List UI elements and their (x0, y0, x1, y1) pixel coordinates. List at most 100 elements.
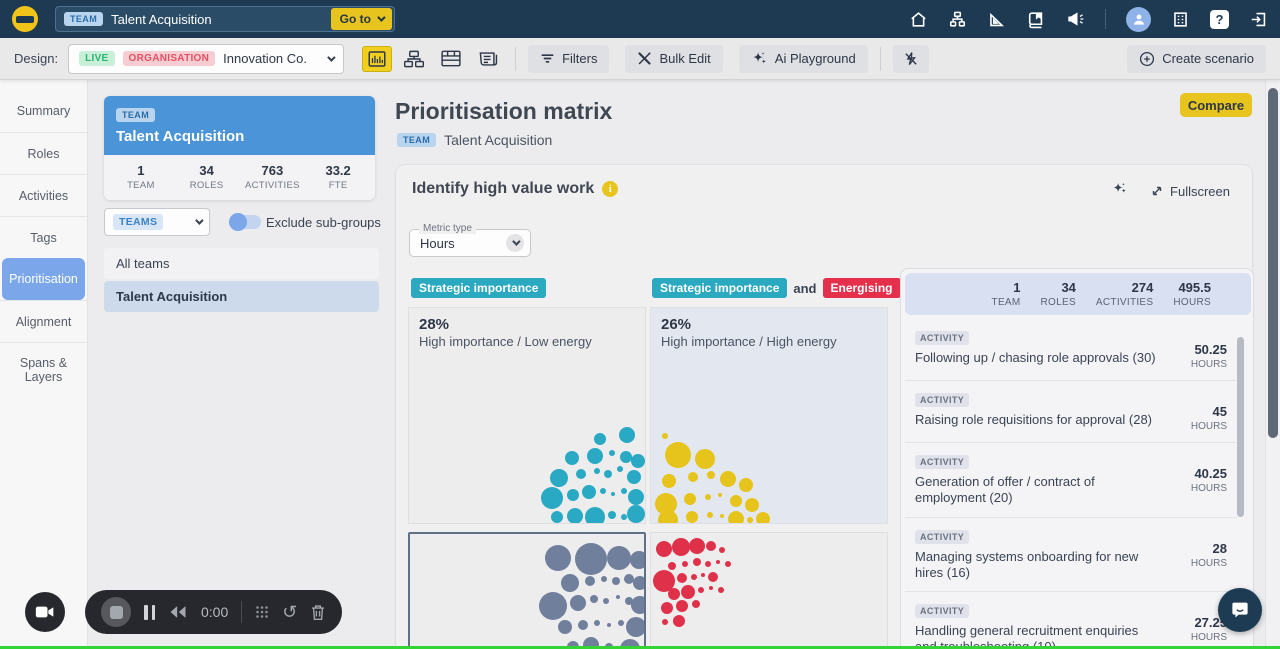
quadrant1-badges: Strategic importance (411, 278, 547, 298)
strategic-importance-badge: Strategic importance (411, 278, 547, 298)
quadrant-card-3[interactable] (408, 532, 646, 649)
strategic-importance-badge: Strategic importance (652, 278, 788, 298)
stop-recording-button[interactable] (101, 597, 131, 627)
team-list-item-talent-acquisition[interactable]: Talent Acquisition (104, 281, 379, 312)
bulk-edit-button[interactable]: Bulk Edit (625, 44, 723, 73)
delete-recording-button[interactable] (310, 604, 326, 621)
filters-button[interactable]: Filters (528, 44, 610, 73)
organisation-badge: ORGANISATION (122, 51, 216, 66)
sign-out-icon[interactable] (1249, 10, 1268, 29)
sparkles-icon[interactable] (1111, 180, 1128, 202)
nav-team-selector[interactable]: TEAM Talent Acquisition Go to (55, 6, 395, 32)
activity-row[interactable]: ACTIVITY Following up / chasing role appr… (905, 319, 1237, 381)
bubble-cluster (409, 308, 645, 523)
set-square-icon[interactable] (987, 10, 1006, 29)
activity-row[interactable]: ACTIVITY Raising role requisitions for ap… (905, 381, 1237, 443)
goto-button[interactable]: Go to (330, 8, 392, 30)
exclude-subgroups-toggle[interactable] (229, 213, 261, 231)
recorder-separator (241, 601, 243, 623)
activity-hours-value: 40.25 (1194, 466, 1227, 481)
info-icon[interactable]: i (602, 181, 619, 197)
team-card-name: Talent Acquisition (116, 128, 245, 145)
sitemap-icon[interactable] (948, 10, 967, 29)
activity-chip: ACTIVITY (915, 393, 970, 407)
toolbar-separator (515, 46, 517, 71)
sidebar-item-spans-layers[interactable]: Spans & Layers (0, 342, 87, 396)
user-avatar[interactable] (1126, 6, 1151, 32)
chart-view-button[interactable] (362, 45, 393, 72)
library-icon[interactable] (1026, 10, 1045, 29)
activity-name: Following up / chasing role approvals (3… (915, 350, 1156, 365)
team-card-header[interactable]: TEAM Talent Acquisition (104, 96, 375, 155)
video-camera-icon (35, 606, 54, 618)
organisation-icon[interactable] (1171, 10, 1190, 29)
help-icon[interactable]: ? (1210, 9, 1229, 29)
chevron-down-icon (195, 216, 204, 225)
disconnect-button[interactable] (892, 44, 929, 73)
live-badge: LIVE (79, 51, 115, 66)
stat-label: FTE (328, 180, 348, 191)
metric-value: Hours (420, 235, 455, 251)
organisation-select[interactable]: LIVE ORGANISATION Innovation Co. (68, 43, 345, 74)
page-scrollbar-track[interactable] (1265, 80, 1280, 649)
team-list-item-all-teams[interactable]: All teams (104, 248, 379, 279)
team-badge: TEAM (116, 108, 156, 122)
org-chart-view-button[interactable] (399, 46, 429, 72)
chevron-circle (506, 234, 524, 252)
table-view-button[interactable] (436, 46, 466, 72)
fullscreen-button[interactable]: Fullscreen (1150, 184, 1230, 199)
bubble-cluster (410, 534, 644, 649)
compare-button[interactable]: Compare (1180, 93, 1252, 117)
sidebar-item-tags[interactable]: Tags (0, 216, 87, 258)
sidebar-item-summary[interactable]: Summary (16, 104, 71, 118)
sidebar-item-activities[interactable]: Activities (0, 174, 87, 216)
activity-name: Managing systems onboarding for new hire… (915, 548, 1139, 580)
drag-handle-icon[interactable] (255, 605, 269, 619)
quadrant-caption: High importance / High energy (661, 334, 837, 349)
teams-filter-badge: TEAMS (113, 214, 164, 230)
sidebar-item-roles[interactable]: Roles (0, 132, 87, 174)
pause-recording-button[interactable] (144, 604, 155, 620)
page-subtitle: TEAM Talent Acquisition (397, 132, 552, 148)
teams-filter-select[interactable]: TEAMS (104, 208, 210, 236)
activity-hours-value: 50.25 (1194, 342, 1227, 357)
activity-chip: ACTIVITY (915, 455, 970, 469)
camera-button[interactable] (25, 592, 65, 632)
stat-label: TEAM (991, 297, 1021, 308)
create-scenario-button[interactable]: Create scenario (1127, 44, 1266, 73)
chevron-down-icon (377, 13, 386, 22)
app-logo-icon[interactable] (12, 6, 38, 32)
quadrant-percent: 26% (661, 316, 692, 333)
stop-icon (109, 605, 123, 619)
quadrant-card-1[interactable]: 28% High importance / Low energy (408, 307, 646, 524)
quadrant-card-4[interactable] (650, 532, 888, 649)
prioritisation-section: Identify high value work i Fullscreen Ho… (395, 164, 1254, 649)
rewind-button[interactable] (168, 605, 188, 619)
sidebar-item-alignment[interactable]: Alignment (0, 300, 87, 342)
activity-list: ACTIVITY Following up / chasing role appr… (905, 319, 1237, 649)
plus-circle-icon (1140, 51, 1155, 66)
activity-row[interactable]: ACTIVITY Generation of offer / contract o… (905, 443, 1237, 518)
home-icon[interactable] (909, 10, 928, 29)
subtitle-team-name: Talent Acquisition (444, 132, 553, 148)
stat-value: 34 (1061, 280, 1076, 295)
page-scrollbar-thumb[interactable] (1268, 88, 1278, 438)
toggle-knob (229, 213, 247, 231)
sidebar-item-prioritisation[interactable]: Prioritisation (2, 258, 85, 300)
announcement-icon[interactable] (1065, 9, 1085, 29)
notes-view-button[interactable] (473, 46, 503, 72)
stat-value: 274 (1131, 280, 1154, 295)
activity-hours-value: 45 (1212, 404, 1227, 419)
metric-type-label: Metric type (419, 223, 476, 234)
quadrant-card-2[interactable]: 26% High importance / High energy (650, 307, 888, 524)
restart-recording-button[interactable]: ↺ (282, 602, 298, 622)
activity-row[interactable]: ACTIVITY Handling general recruitment enq… (905, 592, 1237, 649)
screen-recording-border (0, 646, 1280, 649)
activity-hours-unit: HOURS (1190, 483, 1227, 494)
toolbar-separator (879, 46, 881, 71)
chat-widget-button[interactable] (1218, 588, 1262, 632)
ai-playground-button[interactable]: Ai Playground (738, 44, 868, 73)
activity-row[interactable]: ACTIVITY Managing systems onboarding for … (905, 518, 1237, 592)
activity-list-scrollbar[interactable] (1237, 337, 1244, 517)
